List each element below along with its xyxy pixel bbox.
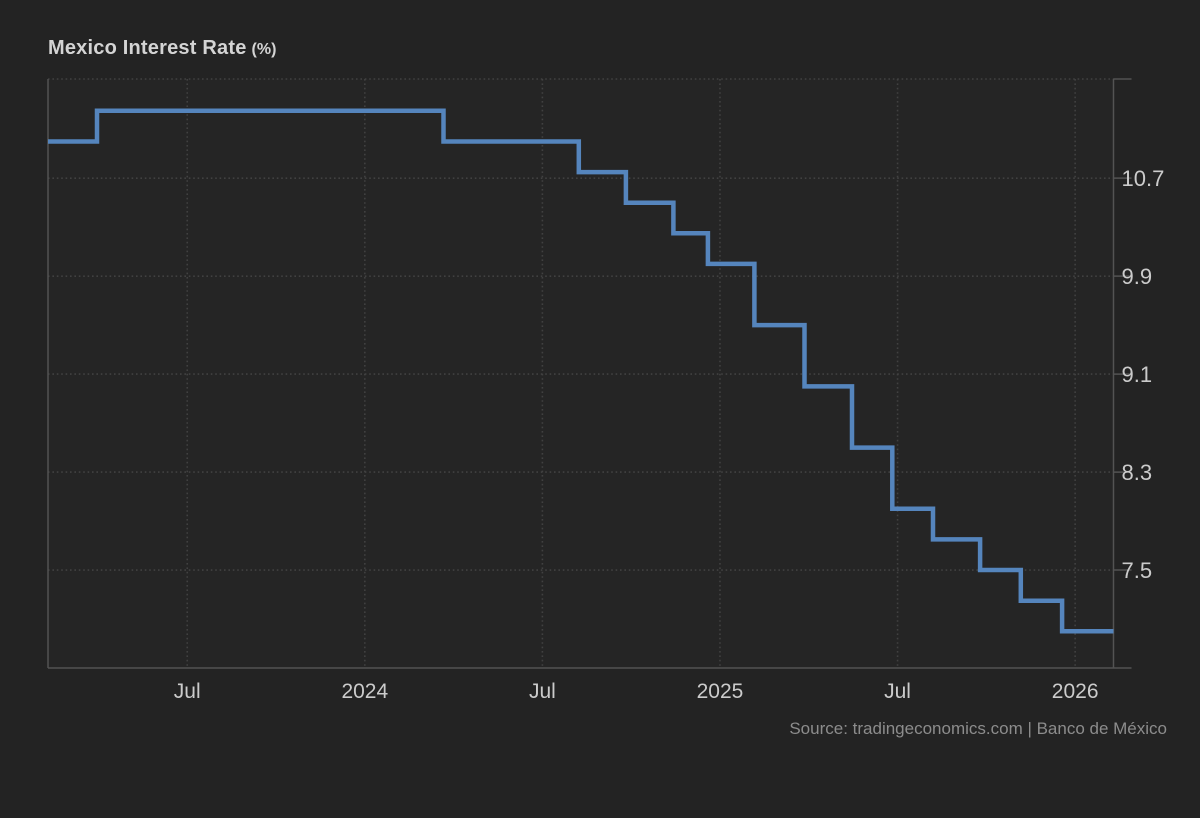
x-axis-label: Jul (884, 680, 911, 703)
y-axis-label: 9.1 (1122, 362, 1153, 387)
y-axis-label: 10.7 (1122, 166, 1165, 191)
x-axis-label: 2024 (341, 680, 388, 703)
y-axis-label: 8.3 (1122, 460, 1153, 485)
source-attribution: Source: tradingeconomics.com | Banco de … (789, 719, 1167, 738)
chart-title: Mexico Interest Rate (%) (48, 37, 276, 60)
interest-rate-step-chart[interactable]: 10.7 9.9 9.1 8.3 7.5 Jul 2024 Jul 2025 Jul 2026 (0, 0, 1200, 760)
x-axis-label: Jul (174, 680, 201, 703)
chart-title-unit: (%) (251, 41, 277, 58)
x-axis-label: 2026 (1052, 680, 1099, 703)
interest-rate-line[interactable] (48, 108, 1114, 634)
x-axis-label: 2025 (697, 680, 744, 703)
chart-title-text: Mexico Interest Rate (48, 37, 247, 59)
y-axis-label: 7.5 (1122, 558, 1153, 583)
x-axis-label: Jul (529, 680, 556, 703)
y-axis-label: 9.9 (1122, 264, 1153, 289)
